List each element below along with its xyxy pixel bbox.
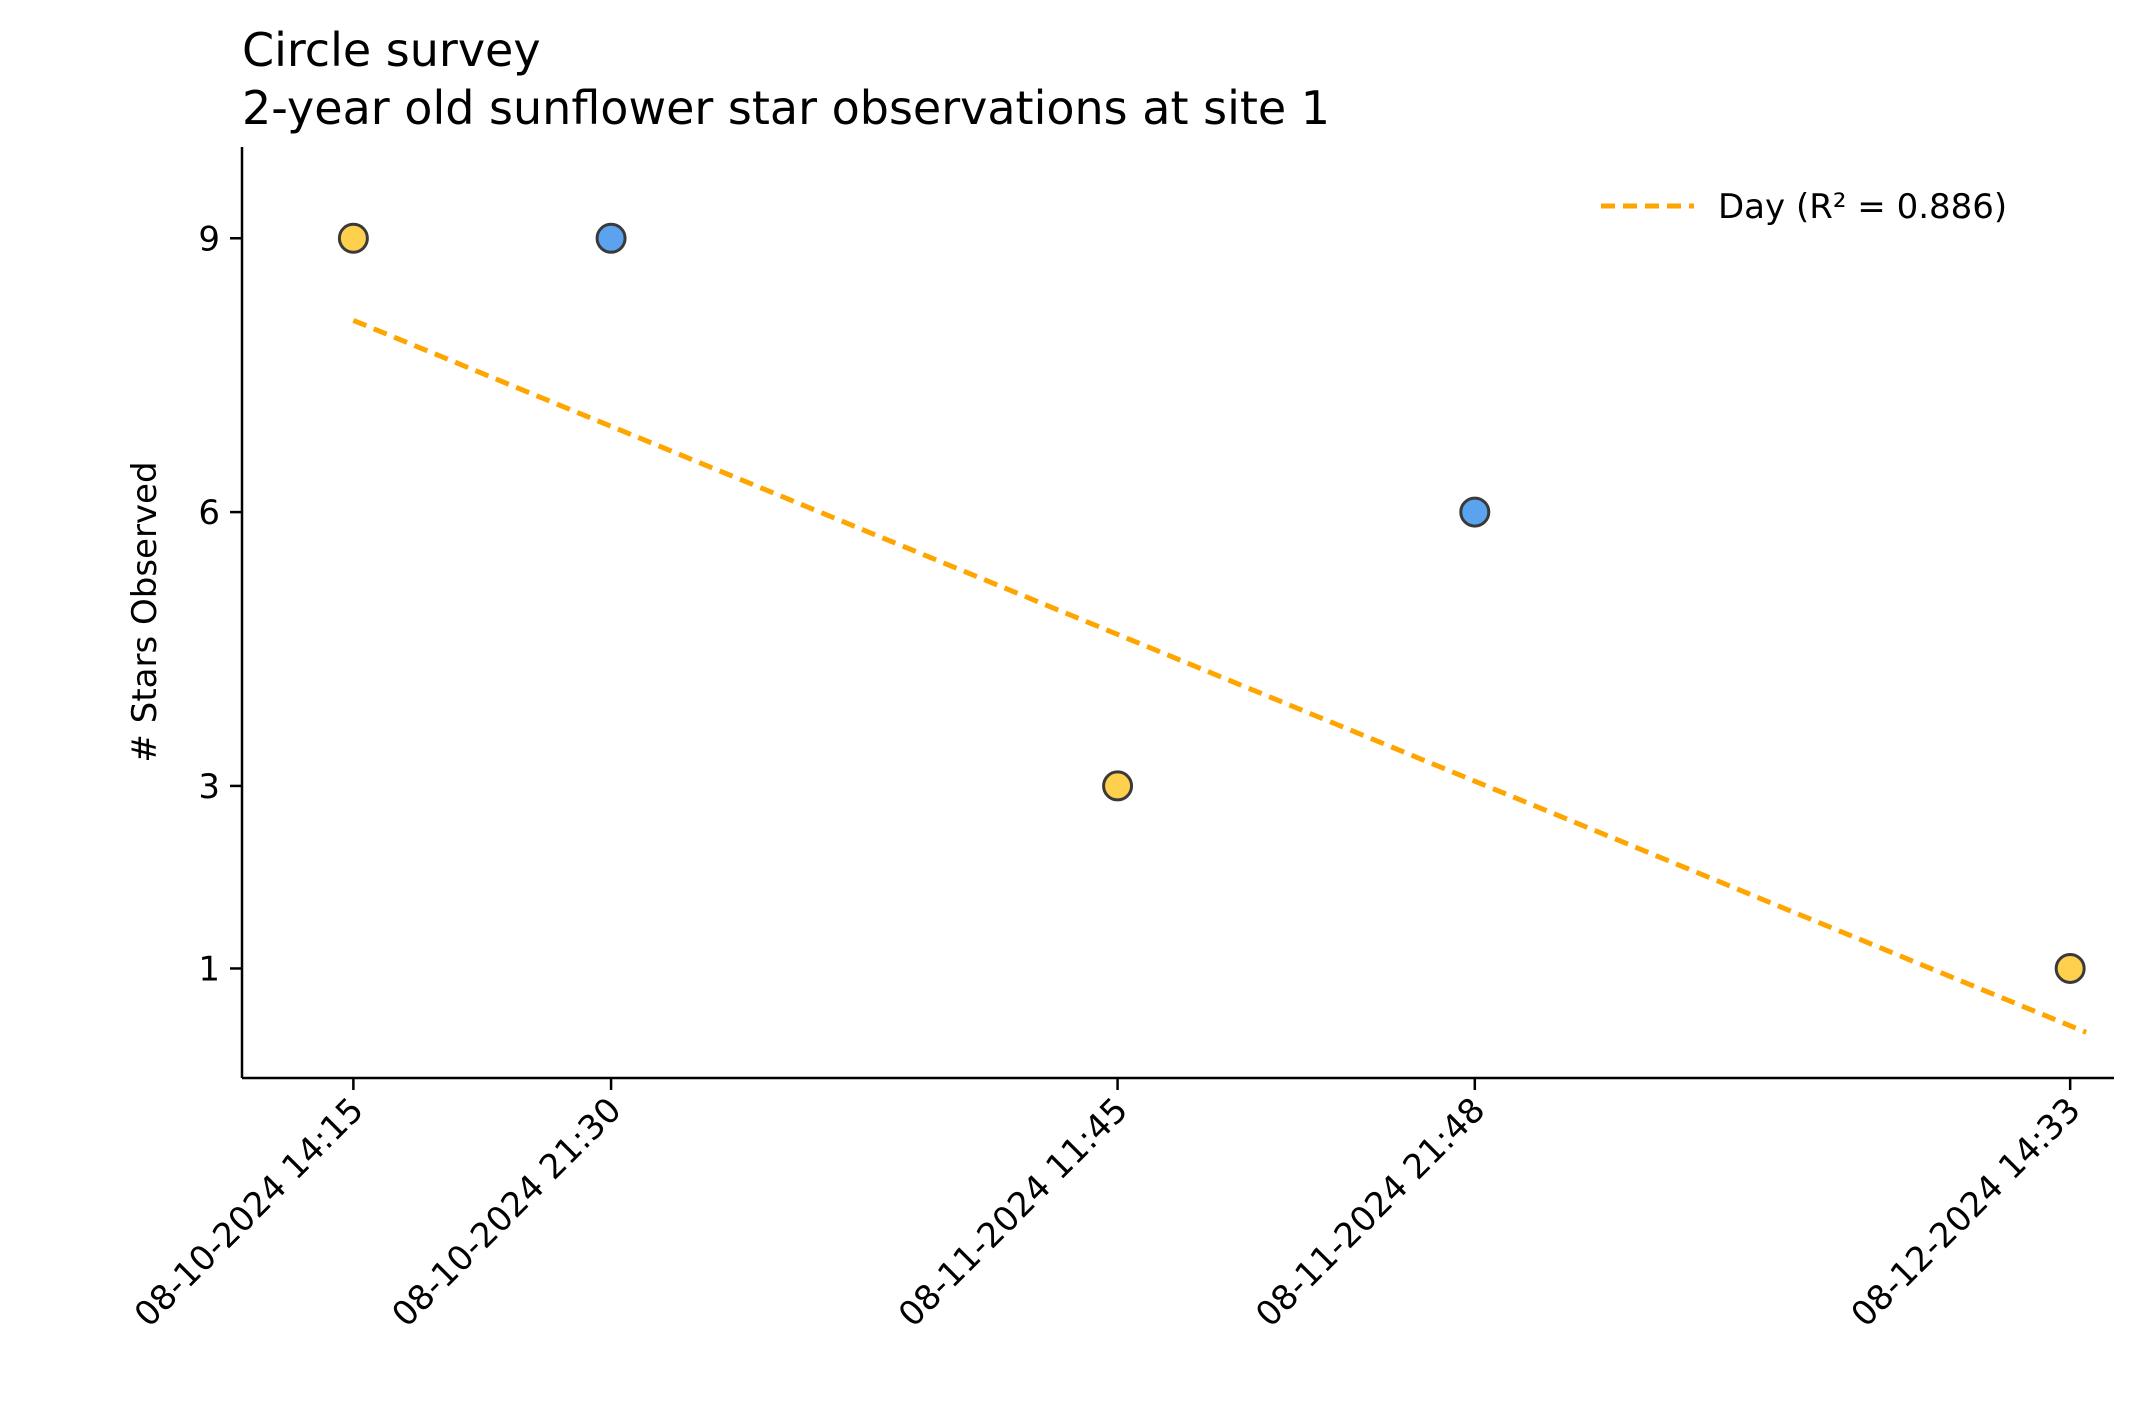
x-tick-label: 08-11-2024 21:48 xyxy=(1248,1090,1493,1335)
y-tick-label: 3 xyxy=(198,767,220,807)
x-tick-label: 08-11-2024 11:45 xyxy=(891,1090,1136,1335)
x-tick-label: 08-10-2024 14:15 xyxy=(127,1090,372,1335)
y-axis-label: # Stars Observed xyxy=(125,461,165,762)
legend-label: Day (R² = 0.886) xyxy=(1718,187,2007,227)
legend: Day (R² = 0.886) xyxy=(1601,187,2007,227)
y-axis-ticks: 1 3 6 9 xyxy=(198,219,242,989)
chart-title: Circle survey xyxy=(242,23,541,77)
data-point-night xyxy=(1459,496,1491,528)
chart-subtitle: 2-year old sunflower star observations a… xyxy=(242,81,1330,135)
data-point-night xyxy=(595,222,627,254)
data-point-day xyxy=(1102,770,1134,802)
y-tick-label: 6 xyxy=(198,493,220,533)
y-tick-label: 1 xyxy=(198,949,220,989)
data-points xyxy=(337,222,2086,984)
x-axis-ticks: 08-10-2024 14:15 08-10-2024 21:30 08-11-20… xyxy=(127,1078,2089,1335)
data-point-day xyxy=(2054,952,2086,984)
trend-lines xyxy=(352,318,2088,1035)
trend-line xyxy=(352,318,2088,1035)
y-tick-label: 9 xyxy=(198,219,220,259)
data-point-day xyxy=(337,222,369,254)
x-tick-label: 08-12-2024 14:33 xyxy=(1844,1090,2089,1335)
x-tick-label: 08-10-2024 21:30 xyxy=(384,1090,629,1335)
